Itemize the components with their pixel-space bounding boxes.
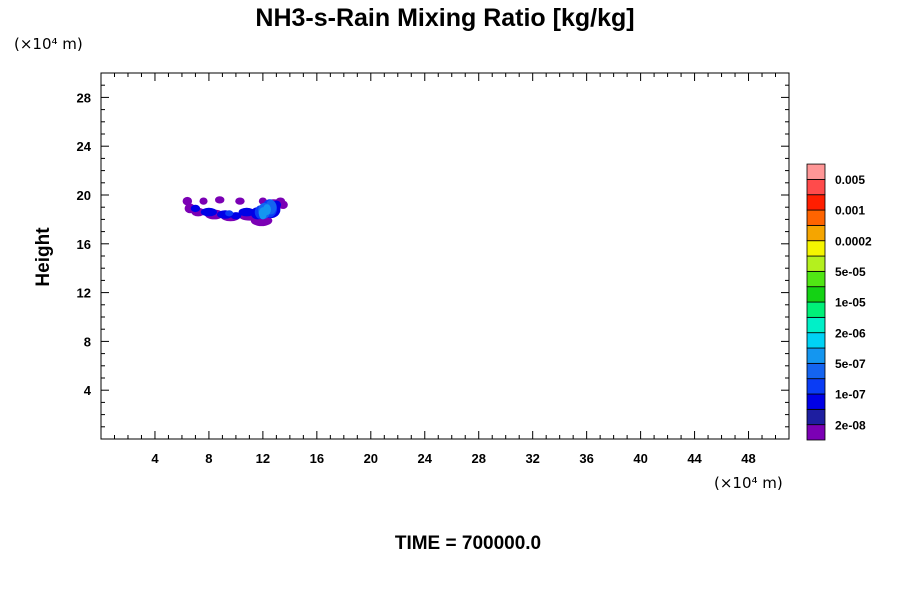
x-tick-label: 36: [579, 451, 593, 466]
colorbar-cell: [806, 378, 826, 395]
y-tick-label: 28: [77, 90, 91, 105]
colorbar-cell: [806, 178, 826, 196]
field-region-level-0: [235, 197, 245, 205]
colorbar-cell: [806, 347, 826, 364]
colorbar-label: 2e-06: [835, 326, 866, 340]
colorbar-label: 5e-05: [835, 265, 866, 279]
colorbar-cell: [806, 408, 826, 426]
colorbar-cell: [806, 286, 826, 303]
colorbar-label: 1e-05: [835, 296, 866, 310]
plot-regions: [182, 196, 288, 227]
y-tick-label: 24: [77, 139, 92, 154]
field-region-level-3: [225, 210, 234, 217]
field-region-level-0: [278, 200, 288, 210]
colorbar-cell: [806, 316, 826, 334]
x-axis-unit: (×10⁴ m): [714, 474, 783, 492]
field-region-level-0: [214, 196, 225, 204]
field-region-level-2: [200, 207, 218, 217]
x-tick-label: 40: [633, 451, 647, 466]
colorbar-cell: [806, 301, 826, 318]
colorbar-cell: [806, 332, 826, 349]
field-region-level-0: [182, 196, 193, 206]
colorbar-cell: [806, 362, 826, 380]
colorbar-cell: [806, 270, 826, 288]
x-tick-label: 12: [256, 451, 270, 466]
y-axis-ticks: 4 8 12 16 20 24 28: [77, 84, 789, 428]
field-region-level-0: [199, 197, 208, 205]
x-tick-label: 4: [151, 451, 159, 466]
colorbar-label: 0.001: [835, 204, 865, 218]
x-tick-label: 8: [205, 451, 212, 466]
y-tick-label: 12: [77, 286, 91, 301]
field-region-level-5: [262, 204, 271, 216]
y-tick-label: 4: [84, 383, 92, 398]
x-tick-label: 20: [364, 451, 378, 466]
y-axis-label: Height: [33, 227, 54, 287]
colorbar-cell: [806, 240, 826, 257]
x-tick-label: 16: [310, 451, 324, 466]
x-tick-label: 28: [471, 451, 485, 466]
colorbar-cell: [806, 194, 826, 211]
colorbar-cell: [806, 224, 826, 242]
y-tick-label: 8: [84, 334, 91, 349]
colorbar-label: 1e-07: [835, 388, 866, 402]
y-axis-unit: (×10⁴ m): [14, 35, 83, 53]
x-tick-label: 44: [687, 451, 702, 466]
colorbar-cell: [806, 163, 826, 180]
colorbar-cell: [806, 209, 826, 226]
colorbar-label: 5e-07: [835, 357, 866, 371]
colorbar-cell: [806, 393, 826, 410]
x-axis-ticks: 4 8 12 16 20 24 28 32 36 40 44 48: [113, 73, 777, 466]
colorbar-cell: [806, 424, 826, 441]
time-label: TIME = 700000.0: [395, 533, 541, 554]
x-tick-label: 48: [741, 451, 755, 466]
colorbar-label: 2e-08: [835, 418, 866, 432]
colorbar: 2e-08 1e-07 5e-07 2e-06 1e-05 5e-05 0.0002 0.00…: [806, 163, 872, 441]
field-region-level-2: [238, 207, 255, 217]
x-tick-label: 32: [525, 451, 539, 466]
field-region-level-2: [190, 204, 201, 213]
colorbar-label: 0.0002: [835, 234, 872, 248]
plot-frame: [100, 72, 790, 440]
colorbar-label: 0.005: [835, 173, 865, 187]
y-tick-label: 16: [77, 237, 91, 252]
x-tick-label: 24: [418, 451, 433, 466]
field-region-level-2: [230, 212, 242, 220]
y-tick-label: 20: [77, 188, 91, 203]
colorbar-cell: [806, 255, 826, 272]
chart-title: NH3-s-Rain Mixing Ratio [kg/kg]: [255, 4, 634, 32]
